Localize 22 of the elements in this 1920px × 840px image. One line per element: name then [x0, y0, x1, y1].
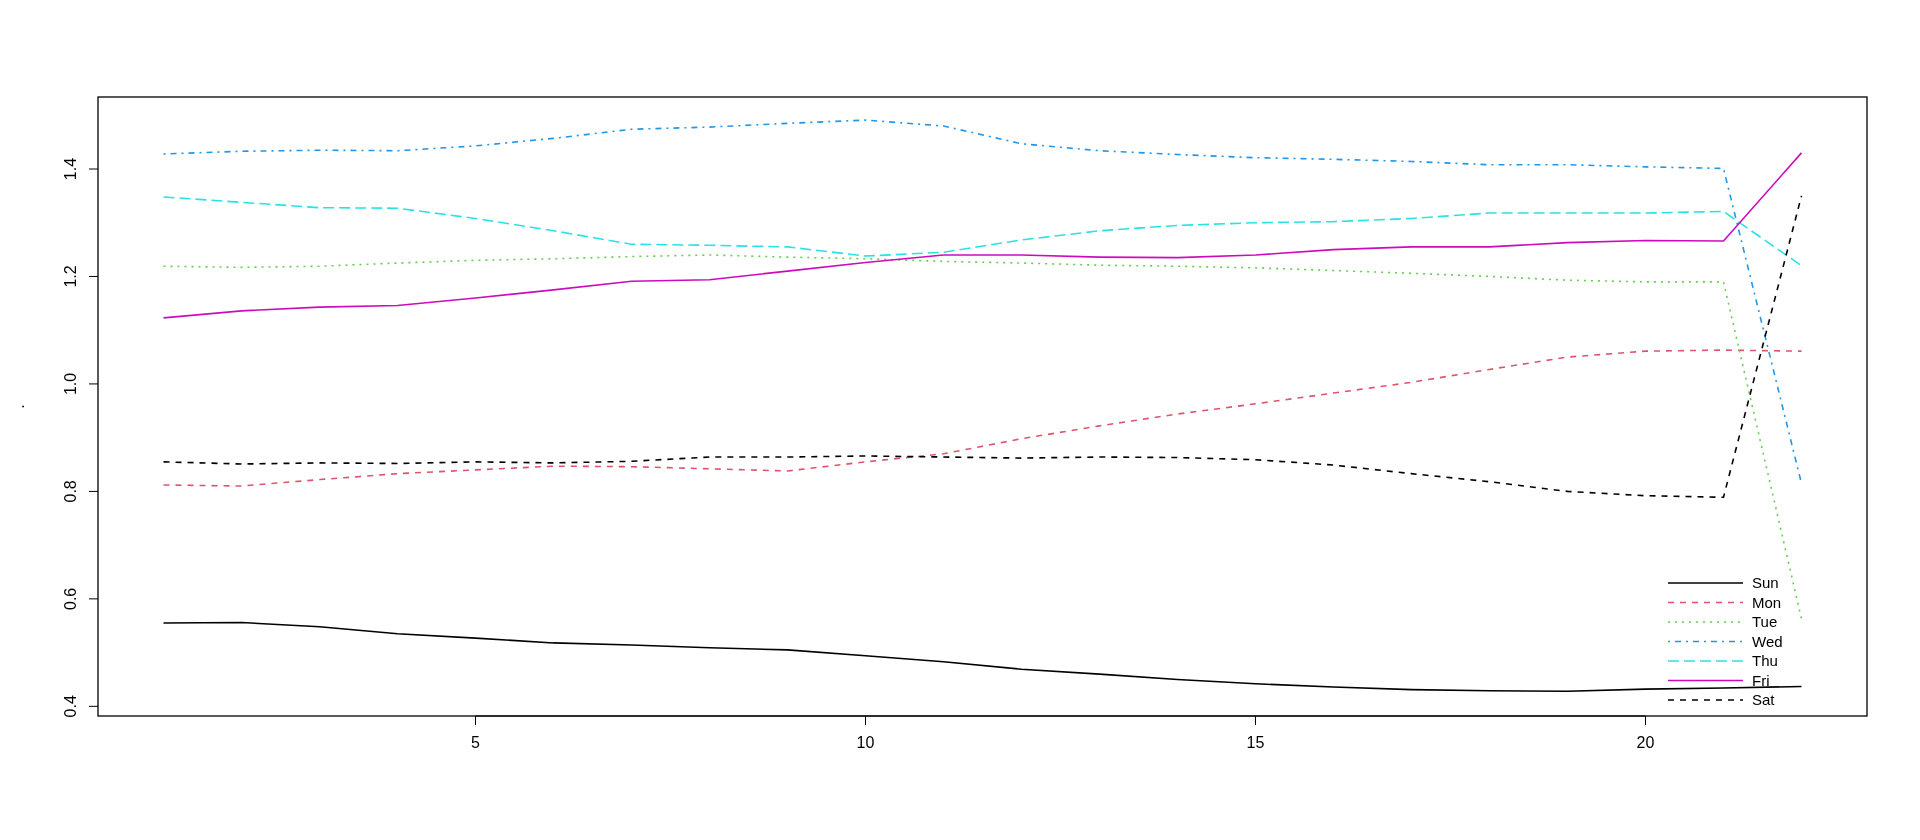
legend-label: Tue — [1752, 613, 1778, 630]
legend-label: Mon — [1752, 593, 1782, 611]
line-series — [162, 196, 1803, 267]
x-tick-label: 20 — [1636, 734, 1655, 751]
y-tick-label: 1.4 — [62, 157, 79, 181]
line-series — [162, 152, 1803, 319]
x-tick-label: 5 — [471, 734, 481, 751]
y-axis-title: . — [10, 404, 27, 409]
line-series — [162, 349, 1803, 487]
y-tick-label: 0.6 — [62, 587, 79, 610]
x-tick-label: 10 — [856, 734, 875, 751]
legend-label: Fri — [1752, 671, 1770, 689]
x-tick-label: 15 — [1246, 734, 1265, 751]
legend-label: Wed — [1752, 632, 1783, 650]
y-tick-label: 1.2 — [62, 265, 79, 288]
legend-label: Sun — [1752, 574, 1779, 591]
legend-label: Thu — [1752, 652, 1778, 669]
legend-label: Sat — [1752, 691, 1776, 708]
line-series — [162, 195, 1803, 499]
y-tick-label: 1.0 — [62, 372, 79, 396]
y-tick-label: 0.8 — [62, 480, 79, 503]
y-tick-label: 0.4 — [62, 695, 79, 718]
